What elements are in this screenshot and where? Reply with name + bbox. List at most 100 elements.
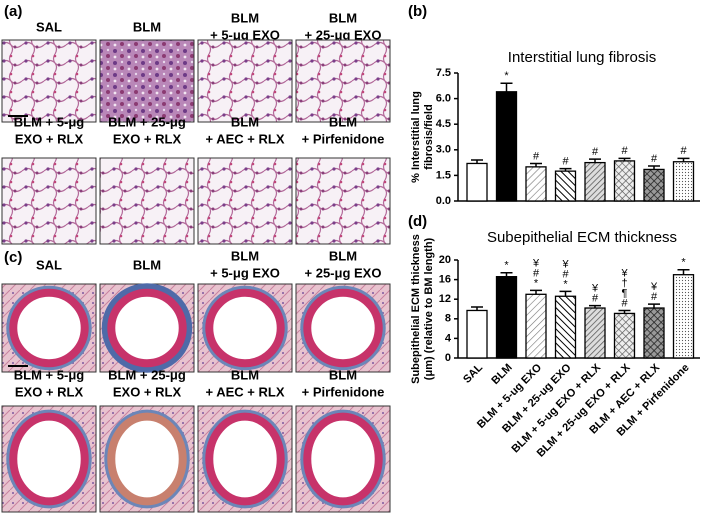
bar — [525, 293, 547, 359]
image-caption: + 25-μg EXO — [305, 265, 382, 280]
error-bar — [500, 271, 513, 277]
image-caption: BLM — [133, 19, 161, 34]
error-bar — [530, 162, 542, 167]
histology-image — [99, 157, 195, 245]
airway-ecm — [300, 285, 386, 371]
image-caption: EXO + RLX — [113, 131, 182, 146]
image-caption: BLM — [231, 367, 259, 382]
image-caption: + AEC + RLX — [206, 384, 285, 399]
y-tick-label: 3.0 — [436, 144, 451, 156]
image-caption: + Pirfenidone — [302, 131, 385, 146]
significance-mark: * — [504, 70, 509, 82]
significance-mark: * — [563, 278, 568, 290]
significance-mark: # — [680, 145, 687, 157]
airway-ecm — [101, 283, 193, 373]
panel-label: (d) — [408, 213, 427, 230]
significance-mark: # — [651, 291, 658, 303]
y-tick-label: 4 — [445, 332, 452, 344]
image-caption: + 5-μg EXO — [210, 265, 280, 280]
significance-mark: # — [533, 267, 540, 279]
bar — [613, 312, 636, 359]
image-caption: BLM — [329, 248, 357, 263]
tissue — [197, 157, 293, 245]
image-caption: BLM — [329, 114, 357, 129]
histology-image — [197, 157, 293, 245]
significance-mark: # — [562, 268, 569, 280]
histology-image — [99, 283, 195, 373]
airway-wall — [303, 288, 383, 368]
histology-image — [197, 39, 293, 123]
bar — [672, 274, 695, 359]
bar — [554, 170, 577, 202]
y-axis-label: (μm) (relative to BM length) — [423, 237, 435, 380]
tissue — [99, 157, 195, 245]
image-caption: EXO + RLX — [15, 384, 84, 399]
histology-image — [295, 405, 391, 513]
airway-ecm — [300, 409, 386, 509]
error-bar — [618, 157, 631, 161]
y-tick-label: 16 — [439, 274, 451, 286]
error-bar — [677, 269, 690, 275]
bar — [525, 166, 547, 202]
tissue — [1, 39, 97, 123]
error-bar — [530, 289, 542, 295]
image-caption: + Pirfenidone — [302, 384, 385, 399]
histology-image — [197, 283, 293, 373]
x-tick-label: SAL — [461, 361, 485, 385]
histology-image — [295, 283, 391, 373]
image-caption: BLM — [231, 114, 259, 129]
airway-ecm — [202, 285, 288, 371]
tissue — [197, 39, 293, 123]
image-caption: SAL — [36, 257, 62, 272]
histology-image — [197, 405, 293, 513]
bar — [584, 161, 606, 202]
image-caption: SAL — [36, 19, 62, 34]
airway-ecm — [6, 285, 92, 371]
y-tick-label: 12 — [439, 293, 451, 305]
panel-label: (b) — [408, 3, 427, 20]
bar — [643, 168, 665, 202]
error-bar — [559, 167, 572, 172]
y-tick-label: 20 — [439, 254, 451, 266]
airway-ecm — [6, 409, 92, 509]
significance-mark: ¥ — [532, 257, 540, 269]
significance-mark: ¥ — [650, 281, 658, 293]
bar — [643, 307, 665, 359]
significance-mark: † — [621, 277, 627, 289]
image-caption: BLM + 25-μg — [108, 114, 186, 129]
significance-mark: ¥ — [620, 267, 628, 279]
y-tick-label: 7.5 — [436, 67, 451, 79]
histology-image — [1, 157, 97, 245]
tissue — [295, 39, 391, 123]
error-bar — [677, 157, 690, 162]
y-axis-label: % Interstitial lung — [410, 91, 422, 183]
significance-mark: # — [621, 145, 628, 157]
image-caption: BLM — [133, 257, 161, 272]
error-bar — [471, 159, 483, 164]
y-axis-label: fibrosis/field — [423, 104, 435, 169]
significance-mark: # — [592, 146, 599, 158]
airway-wall — [9, 412, 89, 506]
image-caption: + 5-μg EXO — [210, 27, 280, 42]
histology-image — [1, 39, 97, 123]
y-tick-label: 6.0 — [436, 93, 451, 105]
significance-mark: # — [562, 155, 569, 167]
error-bar — [559, 290, 572, 297]
airway-wall — [107, 288, 187, 368]
significance-mark: # — [592, 292, 599, 304]
histology-image — [1, 283, 97, 373]
image-caption: EXO + RLX — [15, 131, 84, 146]
significance-mark: * — [504, 260, 509, 272]
histology-image — [295, 39, 391, 123]
y-tick-label: 0 — [445, 352, 451, 364]
airway-wall — [9, 288, 89, 368]
airway-wall — [107, 412, 187, 506]
airway-ecm — [202, 409, 288, 509]
histology-image — [99, 405, 195, 513]
image-caption: BLM + 5-μg — [14, 114, 84, 129]
error-bar — [589, 158, 601, 163]
significance-mark: ¶ — [622, 287, 628, 299]
y-tick-label: 0.0 — [436, 195, 451, 207]
image-caption: BLM — [329, 10, 357, 25]
